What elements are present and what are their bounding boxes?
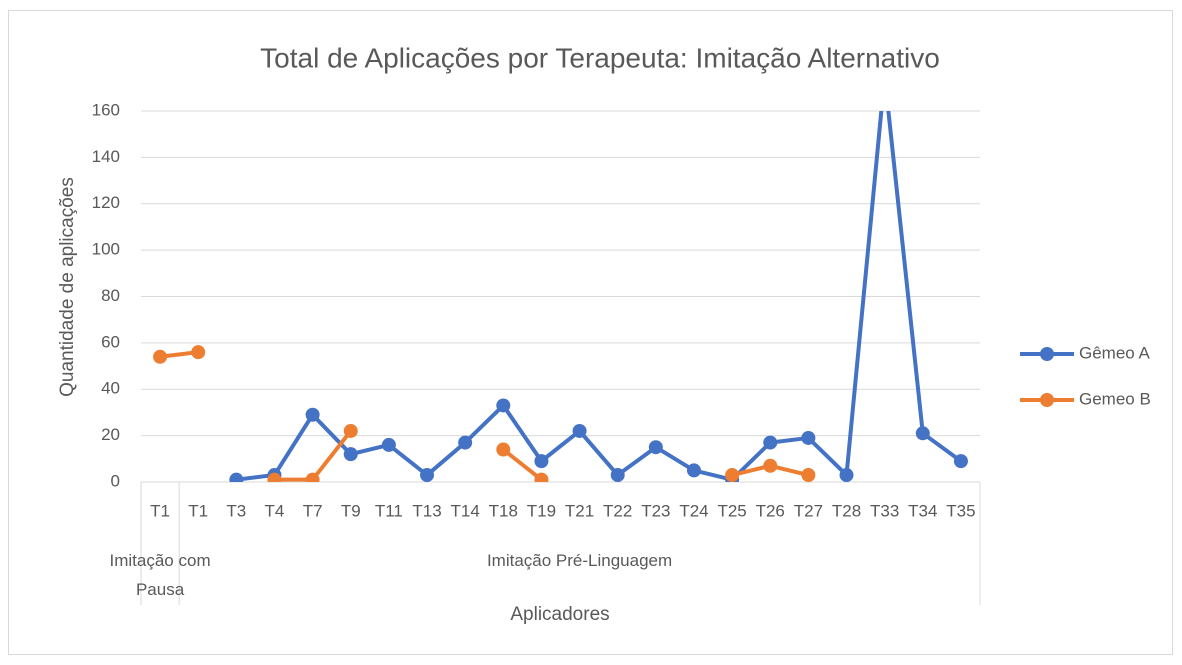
x-tick-label: T34 — [908, 501, 937, 520]
group-label: Imitação Pré-Linguagem — [486, 551, 673, 570]
x-tick-label: T33 — [870, 501, 899, 520]
x-tick-label: T28 — [832, 501, 861, 520]
legend-marker — [1040, 347, 1054, 361]
x-tick-label: T24 — [679, 501, 708, 520]
data-point — [801, 468, 816, 482]
x-tick-label: T19 — [527, 501, 556, 520]
legend-marker — [1040, 393, 1054, 407]
group-label: Imitação com Pausa — [109, 551, 211, 599]
y-tick-label: 140 — [92, 147, 120, 166]
data-point — [801, 430, 816, 445]
data-point — [267, 472, 282, 482]
data-point — [305, 407, 320, 422]
x-tick-label: T35 — [946, 501, 975, 520]
x-tick-label: T21 — [565, 501, 594, 520]
y-tick-label: 160 — [92, 100, 120, 119]
data-point — [496, 398, 511, 413]
x-axis-title: Aplicadores — [510, 604, 609, 625]
x-tick-label: T9 — [341, 501, 361, 520]
data-point — [839, 468, 854, 482]
legend-label: Gemeo B — [1079, 389, 1151, 408]
data-point — [381, 437, 396, 452]
data-point — [343, 423, 358, 438]
data-point — [610, 468, 625, 482]
data-point — [686, 463, 701, 478]
data-point — [420, 468, 435, 482]
data-point — [648, 440, 663, 455]
x-tick-label: T1 — [188, 501, 208, 520]
y-tick-label: 40 — [101, 379, 120, 398]
x-tick-label: T14 — [451, 501, 480, 520]
data-point — [343, 447, 358, 462]
y-tick-label: 120 — [92, 193, 120, 212]
data-point — [496, 442, 511, 457]
x-tick-label: T7 — [303, 501, 323, 520]
chart-title: Total de Aplicações por Terapeuta: Imita… — [260, 42, 940, 73]
y-axis-title: Quantidade de aplicações — [57, 177, 78, 397]
x-tick-label: T26 — [756, 501, 785, 520]
y-tick-label: 100 — [92, 240, 120, 259]
data-point — [763, 435, 778, 450]
data-point — [915, 426, 930, 441]
data-point — [725, 468, 740, 482]
data-point — [572, 423, 587, 438]
legend-label: Gêmeo A — [1079, 343, 1151, 362]
data-point — [458, 435, 473, 450]
x-tick-label: T25 — [717, 501, 746, 520]
data-point — [534, 472, 549, 482]
data-point — [229, 472, 244, 482]
y-tick-label: 80 — [101, 286, 120, 305]
x-tick-label: T27 — [794, 501, 823, 520]
x-tick-label: T13 — [412, 501, 441, 520]
x-tick-label: T4 — [265, 501, 285, 520]
x-tick-label: T3 — [226, 501, 246, 520]
data-point — [153, 349, 168, 364]
y-tick-label: 20 — [101, 425, 120, 444]
x-tick-label: T22 — [603, 501, 632, 520]
x-tick-label: T18 — [489, 501, 518, 520]
data-point — [191, 345, 206, 360]
data-point — [305, 472, 320, 482]
data-point — [763, 458, 778, 473]
data-point — [953, 454, 968, 469]
x-tick-label: T1 — [150, 501, 170, 520]
x-tick-label: T11 — [375, 501, 403, 520]
y-tick-label: 60 — [101, 332, 120, 351]
data-point — [534, 454, 549, 469]
y-tick-label: 0 — [111, 471, 120, 490]
chart-border — [8, 10, 1173, 655]
x-tick-label: T23 — [641, 501, 670, 520]
